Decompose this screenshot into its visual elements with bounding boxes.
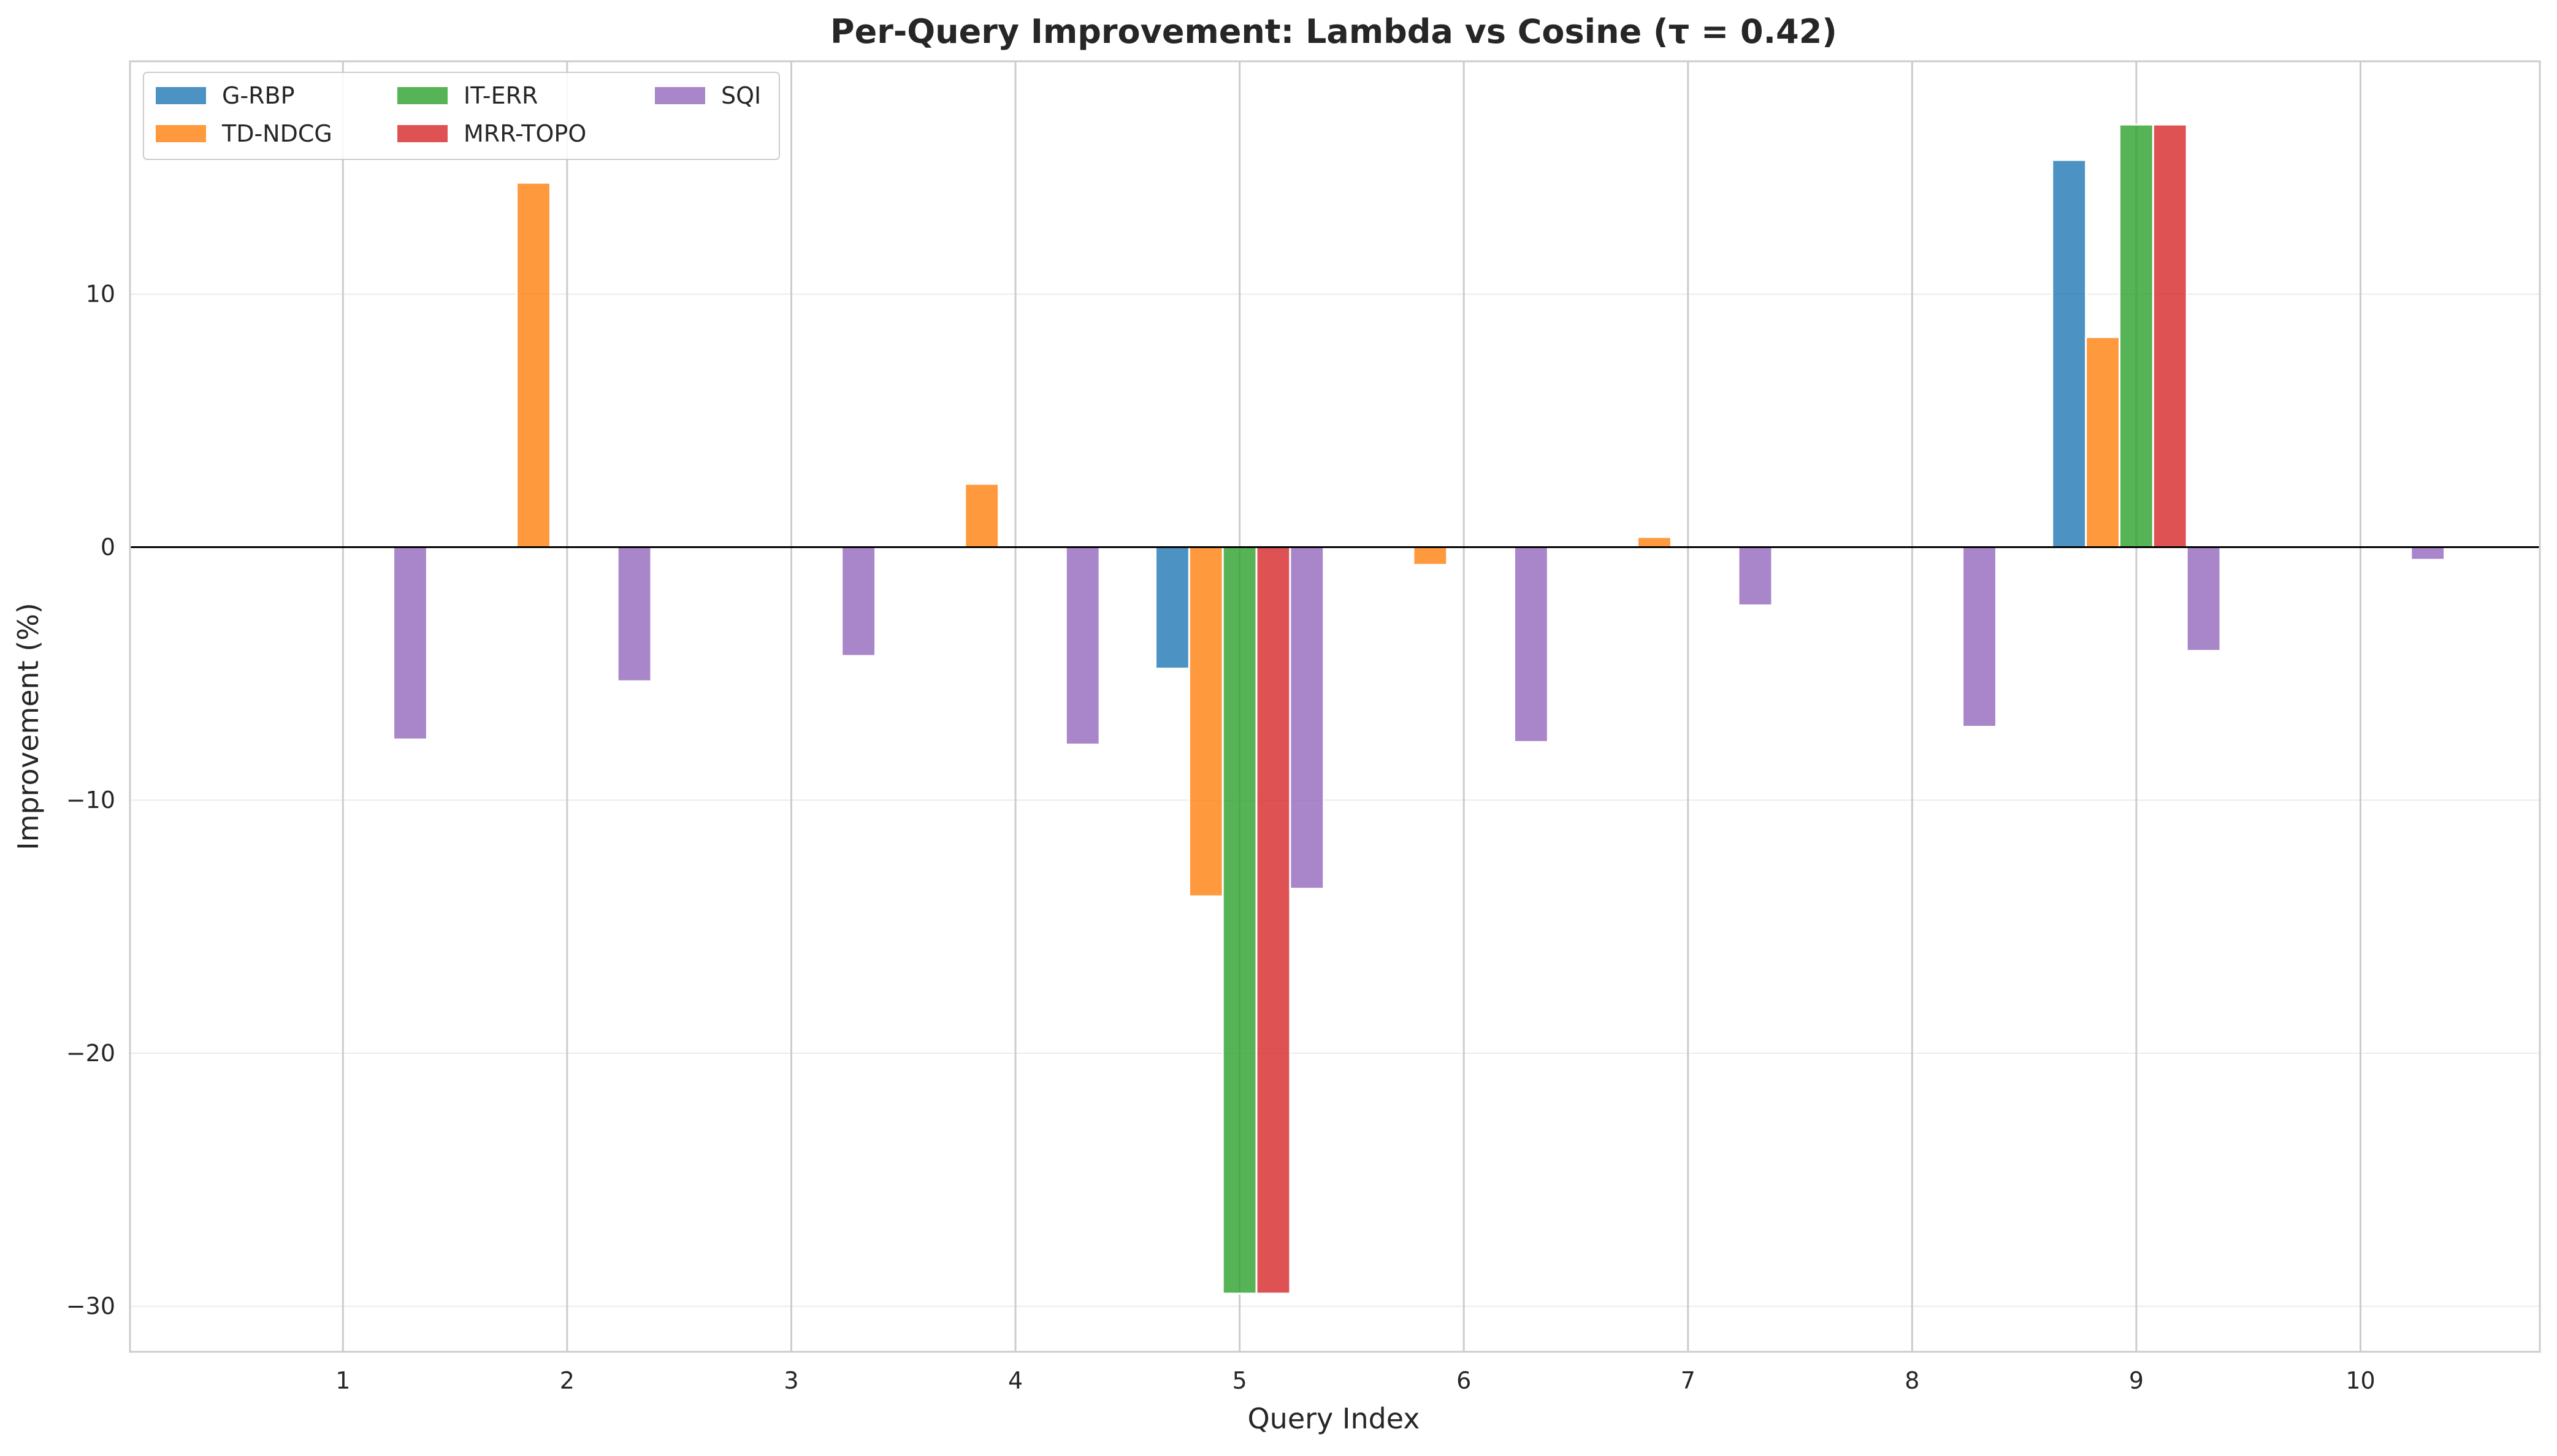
bar — [1412, 546, 1448, 566]
legend: G-RBP TD-NDCG IT-ERR MRR-TOPO SQI — [143, 72, 780, 160]
y-tick-label: −20 — [66, 1040, 115, 1067]
bar — [1513, 546, 1549, 743]
bar — [616, 546, 652, 682]
plot-frame — [129, 60, 2541, 1353]
bar — [2085, 336, 2121, 548]
y-tick-label: −10 — [66, 787, 115, 814]
legend-label: TD-NDCG — [221, 120, 332, 147]
bar — [964, 482, 1000, 548]
x-tick-label: 5 — [1233, 1367, 1247, 1394]
bar — [1289, 546, 1325, 890]
bar — [1737, 546, 1773, 606]
x-tick-label: 2 — [560, 1367, 575, 1394]
bar — [2119, 123, 2154, 548]
bar — [516, 181, 551, 548]
y-axis-label: Improvement (%) — [12, 603, 45, 850]
x-tick-label: 8 — [1905, 1367, 1919, 1394]
legend-swatch — [397, 87, 448, 104]
y-tick-label: 10 — [86, 281, 115, 308]
x-tick-label: 1 — [335, 1367, 350, 1394]
bar — [2185, 546, 2222, 652]
bar — [1255, 546, 1291, 1295]
bar — [841, 546, 877, 657]
legend-label: IT-ERR — [464, 82, 538, 109]
y-tick-label: 0 — [101, 533, 115, 560]
y-tick-label: −30 — [66, 1293, 115, 1320]
chart-title: Per-Query Improvement: Lambda vs Cosine … — [830, 12, 1837, 51]
bar — [1188, 546, 1224, 898]
bar — [2410, 546, 2446, 561]
bar — [392, 546, 428, 741]
legend-swatch — [156, 125, 206, 142]
legend-box — [143, 72, 780, 160]
x-tick-label: 9 — [2129, 1367, 2144, 1394]
axis-layer: 10 0 −10 −20 −30 1 2 3 4 5 6 7 8 9 10 — [66, 60, 2541, 1394]
bar-layer — [392, 123, 2446, 1295]
legend-label: G-RBP — [222, 82, 295, 109]
x-tick-label: 10 — [2345, 1367, 2375, 1394]
x-axis-label: Query Index — [1247, 1402, 1420, 1435]
legend-swatch — [156, 87, 206, 104]
bar — [2152, 123, 2188, 548]
bar — [1637, 536, 1672, 548]
legend-label: SQI — [721, 82, 761, 109]
x-tick-label: 4 — [1008, 1367, 1023, 1394]
x-tick-label: 7 — [1681, 1367, 1695, 1394]
legend-swatch — [655, 87, 705, 104]
x-tick-label: 6 — [1456, 1367, 1471, 1394]
x-tick-label: 3 — [784, 1367, 798, 1394]
bar — [1064, 546, 1101, 745]
bar — [1221, 546, 1258, 1295]
bar — [2051, 159, 2087, 548]
legend-label: MRR-TOPO — [464, 120, 586, 147]
legend-swatch — [397, 125, 448, 142]
bar — [1155, 546, 1190, 670]
bar — [1962, 546, 1997, 728]
